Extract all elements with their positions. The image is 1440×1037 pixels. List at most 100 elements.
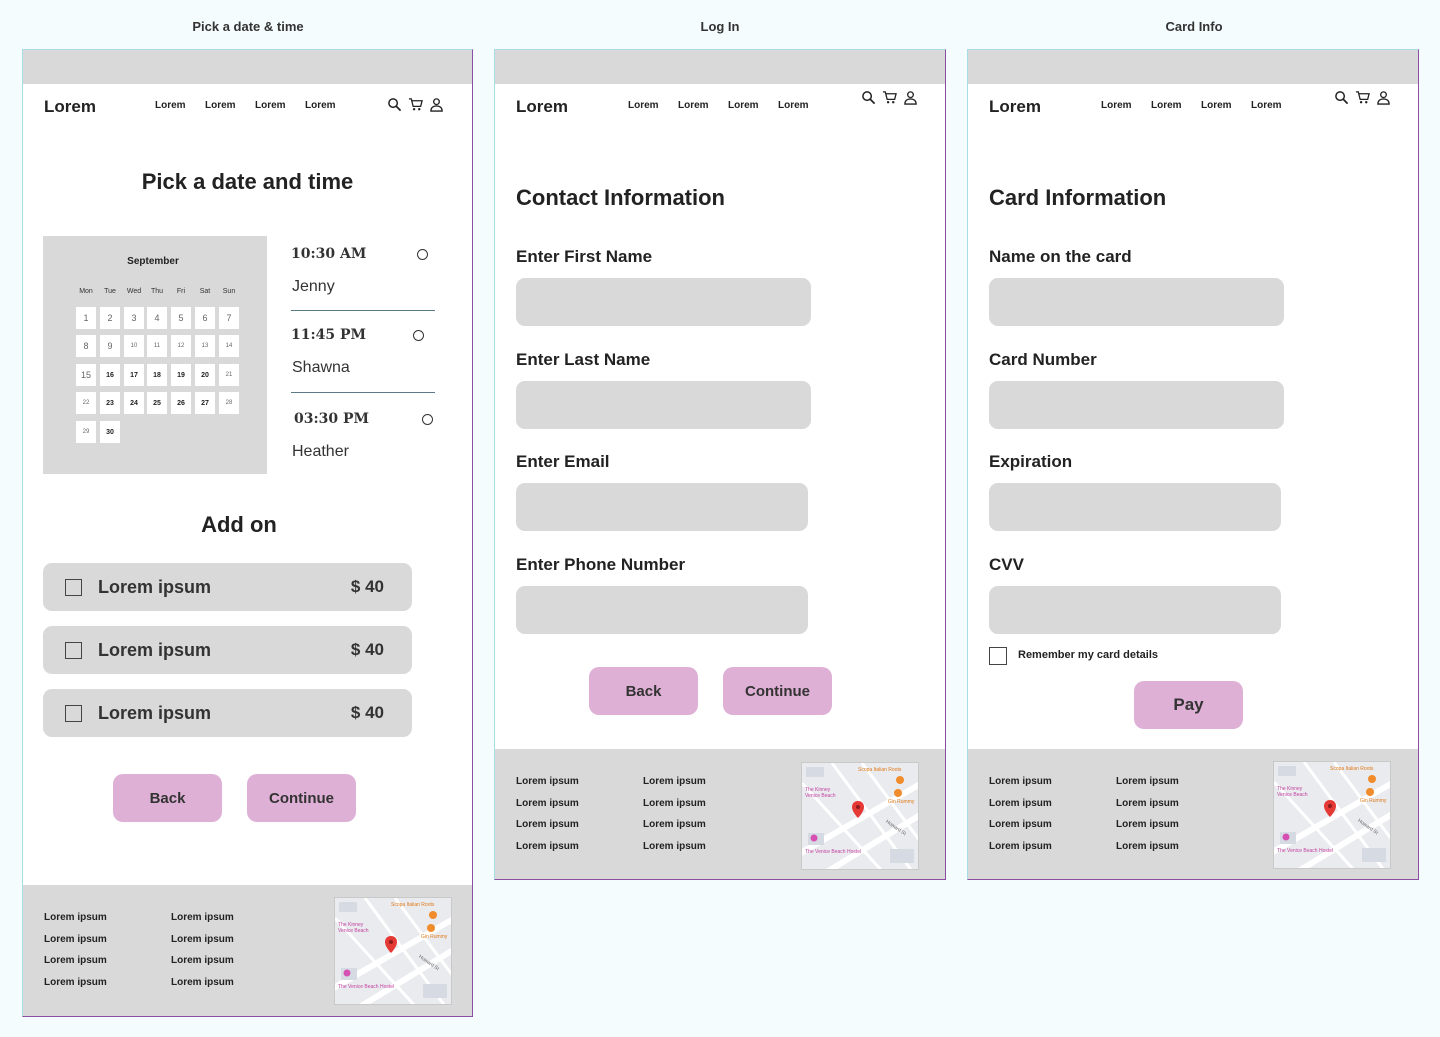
calendar-day[interactable]: 14 xyxy=(219,335,239,357)
user-icon[interactable] xyxy=(429,97,444,112)
user-icon[interactable] xyxy=(1376,90,1391,105)
footer-link[interactable]: Lorem ipsum xyxy=(643,819,706,830)
footer-link[interactable]: Lorem ipsum xyxy=(1116,819,1179,830)
nav-link[interactable]: Lorem xyxy=(155,100,186,111)
phone-field[interactable] xyxy=(516,586,808,634)
nav-link[interactable]: Lorem xyxy=(1251,100,1282,111)
nav-link[interactable]: Lorem xyxy=(1101,100,1132,111)
calendar-day[interactable]: 11 xyxy=(147,335,167,357)
search-icon[interactable] xyxy=(387,97,402,112)
calendar-day[interactable]: 30 xyxy=(100,421,120,443)
back-button[interactable]: Back xyxy=(113,774,222,822)
nav-link[interactable]: Lorem xyxy=(628,100,659,111)
footer-link[interactable]: Lorem ipsum xyxy=(171,912,234,923)
nav-link[interactable]: Lorem xyxy=(1151,100,1182,111)
footer-link[interactable]: Lorem ipsum xyxy=(989,776,1052,787)
slot-radio[interactable] xyxy=(413,330,424,341)
location-map[interactable]: Scopa Italian Roots The Kinney Venice Bea… xyxy=(1273,761,1391,869)
footer-link[interactable]: Lorem ipsum xyxy=(989,819,1052,830)
card-number-field[interactable] xyxy=(989,381,1284,429)
expiration-field[interactable] xyxy=(989,483,1281,531)
slot-radio[interactable] xyxy=(422,414,433,425)
calendar-day[interactable]: 5 xyxy=(171,307,191,329)
calendar-day[interactable]: 26 xyxy=(171,392,191,414)
calendar-day[interactable]: 23 xyxy=(100,392,120,414)
addon-item[interactable]: Lorem ipsum $ 40 xyxy=(43,563,412,611)
footer-link[interactable]: Lorem ipsum xyxy=(643,776,706,787)
footer-link[interactable]: Lorem ipsum xyxy=(516,776,579,787)
footer-link[interactable]: Lorem ipsum xyxy=(1116,840,1179,852)
logo[interactable]: Lorem xyxy=(989,97,1041,116)
footer-link[interactable]: Lorem ipsum xyxy=(1116,776,1179,787)
footer-link[interactable]: Lorem ipsum xyxy=(44,955,107,966)
search-icon[interactable] xyxy=(1334,90,1349,105)
cart-icon[interactable] xyxy=(1355,90,1370,105)
last-name-field[interactable] xyxy=(516,381,811,429)
user-icon[interactable] xyxy=(903,90,918,105)
back-button[interactable]: Back xyxy=(589,667,698,715)
calendar-day[interactable]: 19 xyxy=(171,364,191,386)
calendar-day[interactable]: 7 xyxy=(219,307,239,329)
logo[interactable]: Lorem xyxy=(44,97,96,116)
card-name-field[interactable] xyxy=(989,278,1284,326)
slot-radio[interactable] xyxy=(417,249,428,260)
continue-button[interactable]: Continue xyxy=(723,667,832,715)
first-name-field[interactable] xyxy=(516,278,811,326)
calendar-day[interactable]: 16 xyxy=(100,364,120,386)
nav-link[interactable]: Lorem xyxy=(205,100,236,111)
addon-checkbox[interactable] xyxy=(65,579,82,596)
footer-link[interactable]: Lorem ipsum xyxy=(171,976,234,988)
calendar-day[interactable]: 6 xyxy=(195,307,215,329)
cart-icon[interactable] xyxy=(882,90,897,105)
footer-link[interactable]: Lorem ipsum xyxy=(171,955,234,966)
calendar-day[interactable]: 2 xyxy=(100,307,120,329)
remember-checkbox[interactable] xyxy=(989,647,1007,665)
calendar-day[interactable]: 29 xyxy=(76,421,96,443)
addon-checkbox[interactable] xyxy=(65,705,82,722)
calendar-day[interactable]: 15 xyxy=(76,364,96,386)
nav-link[interactable]: Lorem xyxy=(255,100,286,111)
calendar-day[interactable]: 17 xyxy=(124,364,144,386)
footer-link[interactable]: Lorem ipsum xyxy=(44,933,107,945)
nav-link[interactable]: Lorem xyxy=(778,100,809,111)
nav-link[interactable]: Lorem xyxy=(305,100,336,111)
search-icon[interactable] xyxy=(861,90,876,105)
footer-link[interactable]: Lorem ipsum xyxy=(44,912,107,923)
calendar-day[interactable]: 9 xyxy=(100,335,120,357)
addon-item[interactable]: Lorem ipsum $ 40 xyxy=(43,689,412,737)
nav-link[interactable]: Lorem xyxy=(728,100,759,111)
calendar-day[interactable]: 27 xyxy=(195,392,215,414)
calendar-day[interactable]: 1 xyxy=(76,307,96,329)
calendar-day[interactable]: 25 xyxy=(147,392,167,414)
footer-link[interactable]: Lorem ipsum xyxy=(516,840,579,852)
logo[interactable]: Lorem xyxy=(516,97,568,116)
email-field[interactable] xyxy=(516,483,808,531)
calendar-day[interactable]: 3 xyxy=(124,307,144,329)
footer-link[interactable]: Lorem ipsum xyxy=(171,933,234,945)
calendar-day[interactable]: 28 xyxy=(219,392,239,414)
footer-link[interactable]: Lorem ipsum xyxy=(516,819,579,830)
pay-button[interactable]: Pay xyxy=(1134,681,1243,729)
footer-link[interactable]: Lorem ipsum xyxy=(989,797,1052,809)
calendar-day[interactable]: 8 xyxy=(76,335,96,357)
nav-link[interactable]: Lorem xyxy=(1201,100,1232,111)
addon-item[interactable]: Lorem ipsum $ 40 xyxy=(43,626,412,674)
footer-link[interactable]: Lorem ipsum xyxy=(44,976,107,988)
calendar-day[interactable]: 12 xyxy=(171,335,191,357)
calendar-day[interactable]: 20 xyxy=(195,364,215,386)
calendar-day[interactable]: 13 xyxy=(195,335,215,357)
nav-link[interactable]: Lorem xyxy=(678,100,709,111)
calendar-day[interactable]: 21 xyxy=(219,364,239,386)
calendar-day[interactable]: 22 xyxy=(76,392,96,414)
footer-link[interactable]: Lorem ipsum xyxy=(1116,797,1179,809)
calendar-day[interactable]: 24 xyxy=(124,392,144,414)
location-map[interactable]: Scopa Italian Roots The Kinney Venice Bea… xyxy=(334,897,452,1005)
calendar-day[interactable]: 10 xyxy=(124,335,144,357)
cvv-field[interactable] xyxy=(989,586,1281,634)
footer-link[interactable]: Lorem ipsum xyxy=(989,840,1052,852)
footer-link[interactable]: Lorem ipsum xyxy=(643,840,706,852)
calendar-day[interactable]: 18 xyxy=(147,364,167,386)
calendar-day[interactable]: 4 xyxy=(147,307,167,329)
addon-checkbox[interactable] xyxy=(65,642,82,659)
cart-icon[interactable] xyxy=(408,97,423,112)
